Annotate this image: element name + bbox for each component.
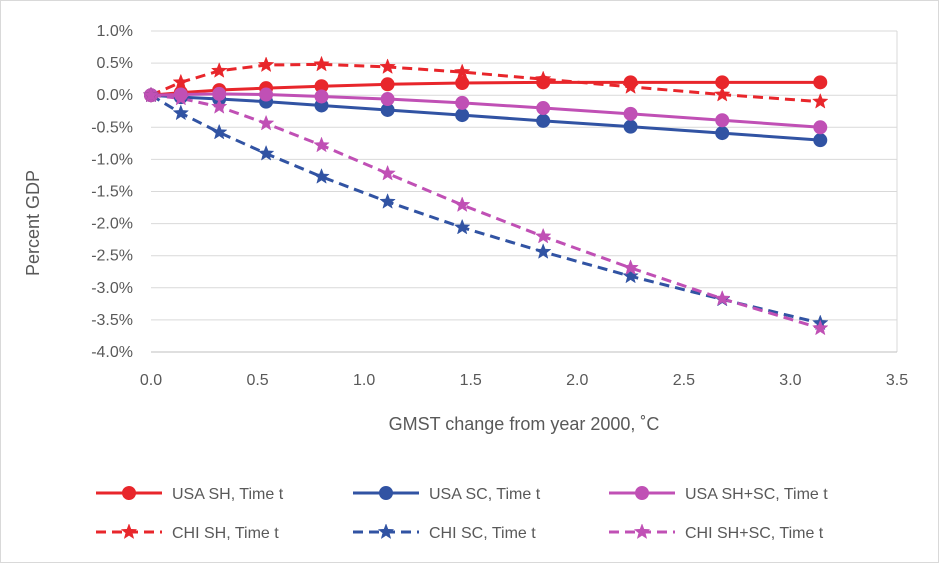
x-tick-label: 3.0 bbox=[779, 372, 801, 389]
data-point bbox=[813, 75, 828, 90]
legend-label: CHI SH+SC, Time t bbox=[685, 525, 824, 542]
y-tick-label: -2.5% bbox=[91, 248, 133, 265]
data-point bbox=[811, 92, 829, 109]
legend: USA SH, Time t USA SC, Time t USA SH+SC, T… bbox=[96, 486, 828, 542]
series-line bbox=[150, 93, 821, 330]
data-point bbox=[257, 114, 275, 131]
y-tick-label: -0.5% bbox=[91, 119, 133, 136]
data-point bbox=[534, 70, 552, 87]
data-point bbox=[455, 108, 470, 123]
legend-swatch-marker bbox=[120, 523, 138, 540]
legend-item: CHI SH, Time t bbox=[96, 523, 279, 542]
x-tick-label: 2.0 bbox=[566, 372, 588, 389]
legend-swatch-marker bbox=[122, 486, 136, 500]
y-axis-title: Percent GDP bbox=[23, 170, 43, 276]
y-tick-label: 0.0% bbox=[97, 87, 133, 104]
legend-label: USA SC, Time t bbox=[429, 486, 541, 503]
y-tick-label: 0.5% bbox=[97, 55, 133, 72]
legend-swatch-marker bbox=[377, 523, 395, 540]
data-point bbox=[172, 104, 190, 121]
data-point bbox=[811, 319, 829, 336]
data-point bbox=[210, 123, 228, 140]
legend-item: USA SH+SC, Time t bbox=[609, 486, 828, 503]
gridlines bbox=[151, 30, 898, 353]
data-point bbox=[453, 218, 471, 235]
y-tick-label: -3.5% bbox=[91, 312, 133, 329]
data-point bbox=[379, 164, 396, 181]
legend-label: USA SH, Time t bbox=[172, 486, 284, 503]
legend-item: USA SH, Time t bbox=[96, 486, 284, 503]
data-point bbox=[210, 98, 228, 114]
y-tick-label: -3.0% bbox=[91, 280, 133, 297]
data-point bbox=[172, 89, 190, 106]
x-tick-label: 3.5 bbox=[886, 372, 908, 389]
data-point bbox=[813, 133, 828, 148]
x-tick-label: 0.5 bbox=[246, 372, 268, 389]
data-point bbox=[715, 113, 730, 128]
data-point bbox=[259, 87, 274, 102]
data-point bbox=[622, 267, 639, 284]
data-point bbox=[455, 76, 470, 91]
legend-item: USA SC, Time t bbox=[353, 486, 541, 503]
data-point bbox=[536, 113, 551, 128]
data-point bbox=[313, 136, 330, 153]
y-tick-label: -4.0% bbox=[91, 344, 133, 361]
x-axis-title: GMST change from year 2000, ˚C bbox=[389, 414, 660, 434]
data-point bbox=[380, 77, 395, 92]
data-point bbox=[455, 95, 470, 110]
data-point bbox=[622, 78, 639, 94]
series-lines bbox=[150, 62, 821, 330]
data-point bbox=[536, 101, 551, 116]
data-point bbox=[623, 106, 638, 121]
data-point bbox=[313, 55, 330, 72]
legend-label: CHI SC, Time t bbox=[429, 525, 536, 542]
data-point bbox=[379, 58, 396, 74]
legend-swatch-marker bbox=[635, 486, 649, 500]
x-tick-label: 1.5 bbox=[460, 372, 482, 389]
axes: 1.0% 0.5% 0.0% -0.5% -1.0% -1.5% -2.0% -2.5% -3.… bbox=[91, 23, 908, 389]
legend-label: USA SH+SC, Time t bbox=[685, 486, 828, 503]
series-markers bbox=[142, 55, 829, 336]
data-point bbox=[380, 92, 395, 107]
data-point bbox=[313, 168, 330, 184]
data-point bbox=[715, 126, 730, 141]
data-point bbox=[623, 119, 638, 134]
data-point bbox=[142, 86, 160, 103]
y-tick-label: -1.0% bbox=[91, 151, 133, 168]
data-point bbox=[210, 62, 228, 78]
data-point bbox=[453, 63, 471, 80]
data-point bbox=[314, 89, 329, 104]
legend-item: CHI SC, Time t bbox=[353, 523, 536, 542]
data-point bbox=[534, 227, 552, 244]
x-tick-label: 0.0 bbox=[140, 372, 162, 389]
data-point bbox=[813, 120, 828, 135]
data-point bbox=[453, 196, 471, 213]
data-point bbox=[257, 144, 275, 161]
legend-swatch-marker bbox=[379, 486, 393, 500]
y-tick-label: 1.0% bbox=[97, 23, 133, 40]
data-point bbox=[713, 85, 731, 102]
data-point bbox=[257, 56, 275, 73]
legend-item: CHI SH+SC, Time t bbox=[609, 523, 824, 542]
data-point bbox=[622, 259, 639, 275]
data-point bbox=[534, 243, 552, 259]
x-tick-label: 1.0 bbox=[353, 372, 375, 389]
legend-label: CHI SH, Time t bbox=[172, 525, 279, 542]
y-tick-label: -1.5% bbox=[91, 184, 133, 201]
data-point bbox=[172, 73, 190, 90]
y-tick-label: -2.0% bbox=[91, 216, 133, 233]
x-tick-label: 2.5 bbox=[673, 372, 695, 389]
data-point bbox=[379, 193, 396, 209]
data-point bbox=[713, 290, 731, 306]
legend-swatch-marker bbox=[633, 523, 651, 540]
